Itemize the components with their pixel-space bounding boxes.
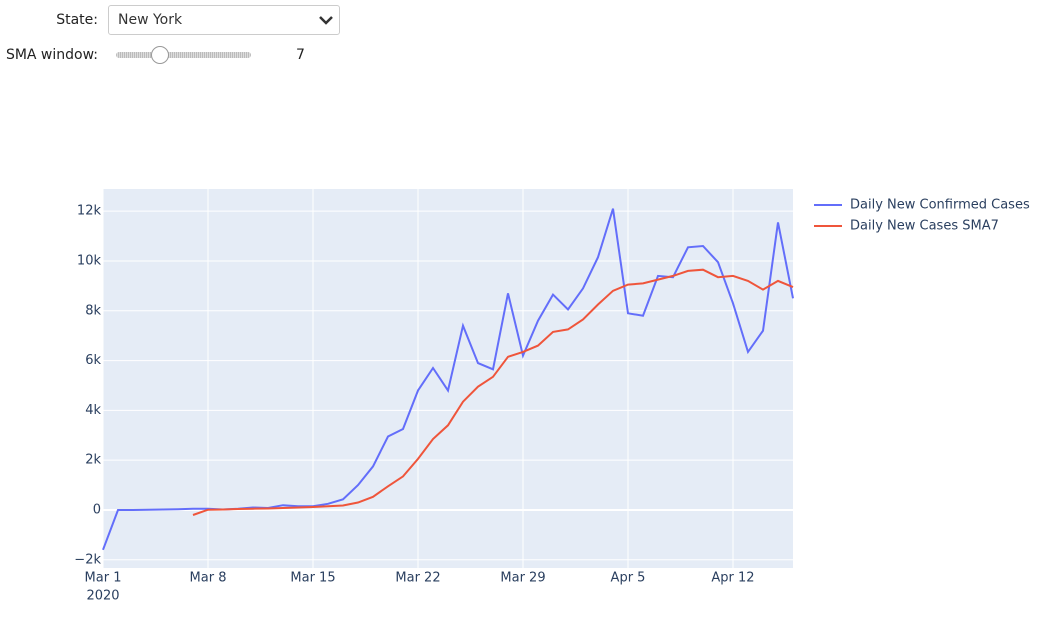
sma-slider[interactable] [116, 52, 251, 58]
plot-area [103, 189, 793, 568]
sma-label: SMA window: [5, 47, 98, 63]
y-tick-label: 2k [85, 453, 101, 468]
y-tick-label: 10k [77, 253, 102, 268]
x-tick-label: Mar 15 [290, 571, 335, 586]
y-tick-label: 8k [85, 303, 101, 318]
x-tick-label: Mar 29 [500, 571, 545, 586]
legend-label: Daily New Confirmed Cases [850, 198, 1030, 213]
state-value: New York [118, 12, 183, 28]
series-line [192, 268, 794, 516]
state-dropdown[interactable]: New York [108, 5, 340, 35]
x-tick-label: Mar 22 [395, 571, 440, 586]
x-tick-label: Mar 1 [85, 571, 122, 586]
y-tick-label: −2k [74, 552, 101, 567]
y-tick-label: 4k [85, 403, 101, 418]
legend-label: Daily New Cases SMA7 [850, 219, 999, 234]
x-tick-label: Apr 5 [611, 571, 646, 586]
sma-value: 7 [296, 47, 305, 63]
state-label: State: [56, 12, 98, 28]
y-tick-label: 6k [85, 353, 101, 368]
x-tick-label: Apr 12 [711, 571, 754, 586]
x-year-label: 2020 [86, 589, 119, 604]
slider-handle[interactable] [151, 46, 169, 64]
y-tick-label: 12k [77, 204, 102, 219]
dropdown-arrow [319, 16, 333, 25]
series-line [102, 208, 794, 551]
x-tick-label: Mar 8 [190, 571, 227, 586]
y-tick-label: 0 [93, 502, 101, 517]
